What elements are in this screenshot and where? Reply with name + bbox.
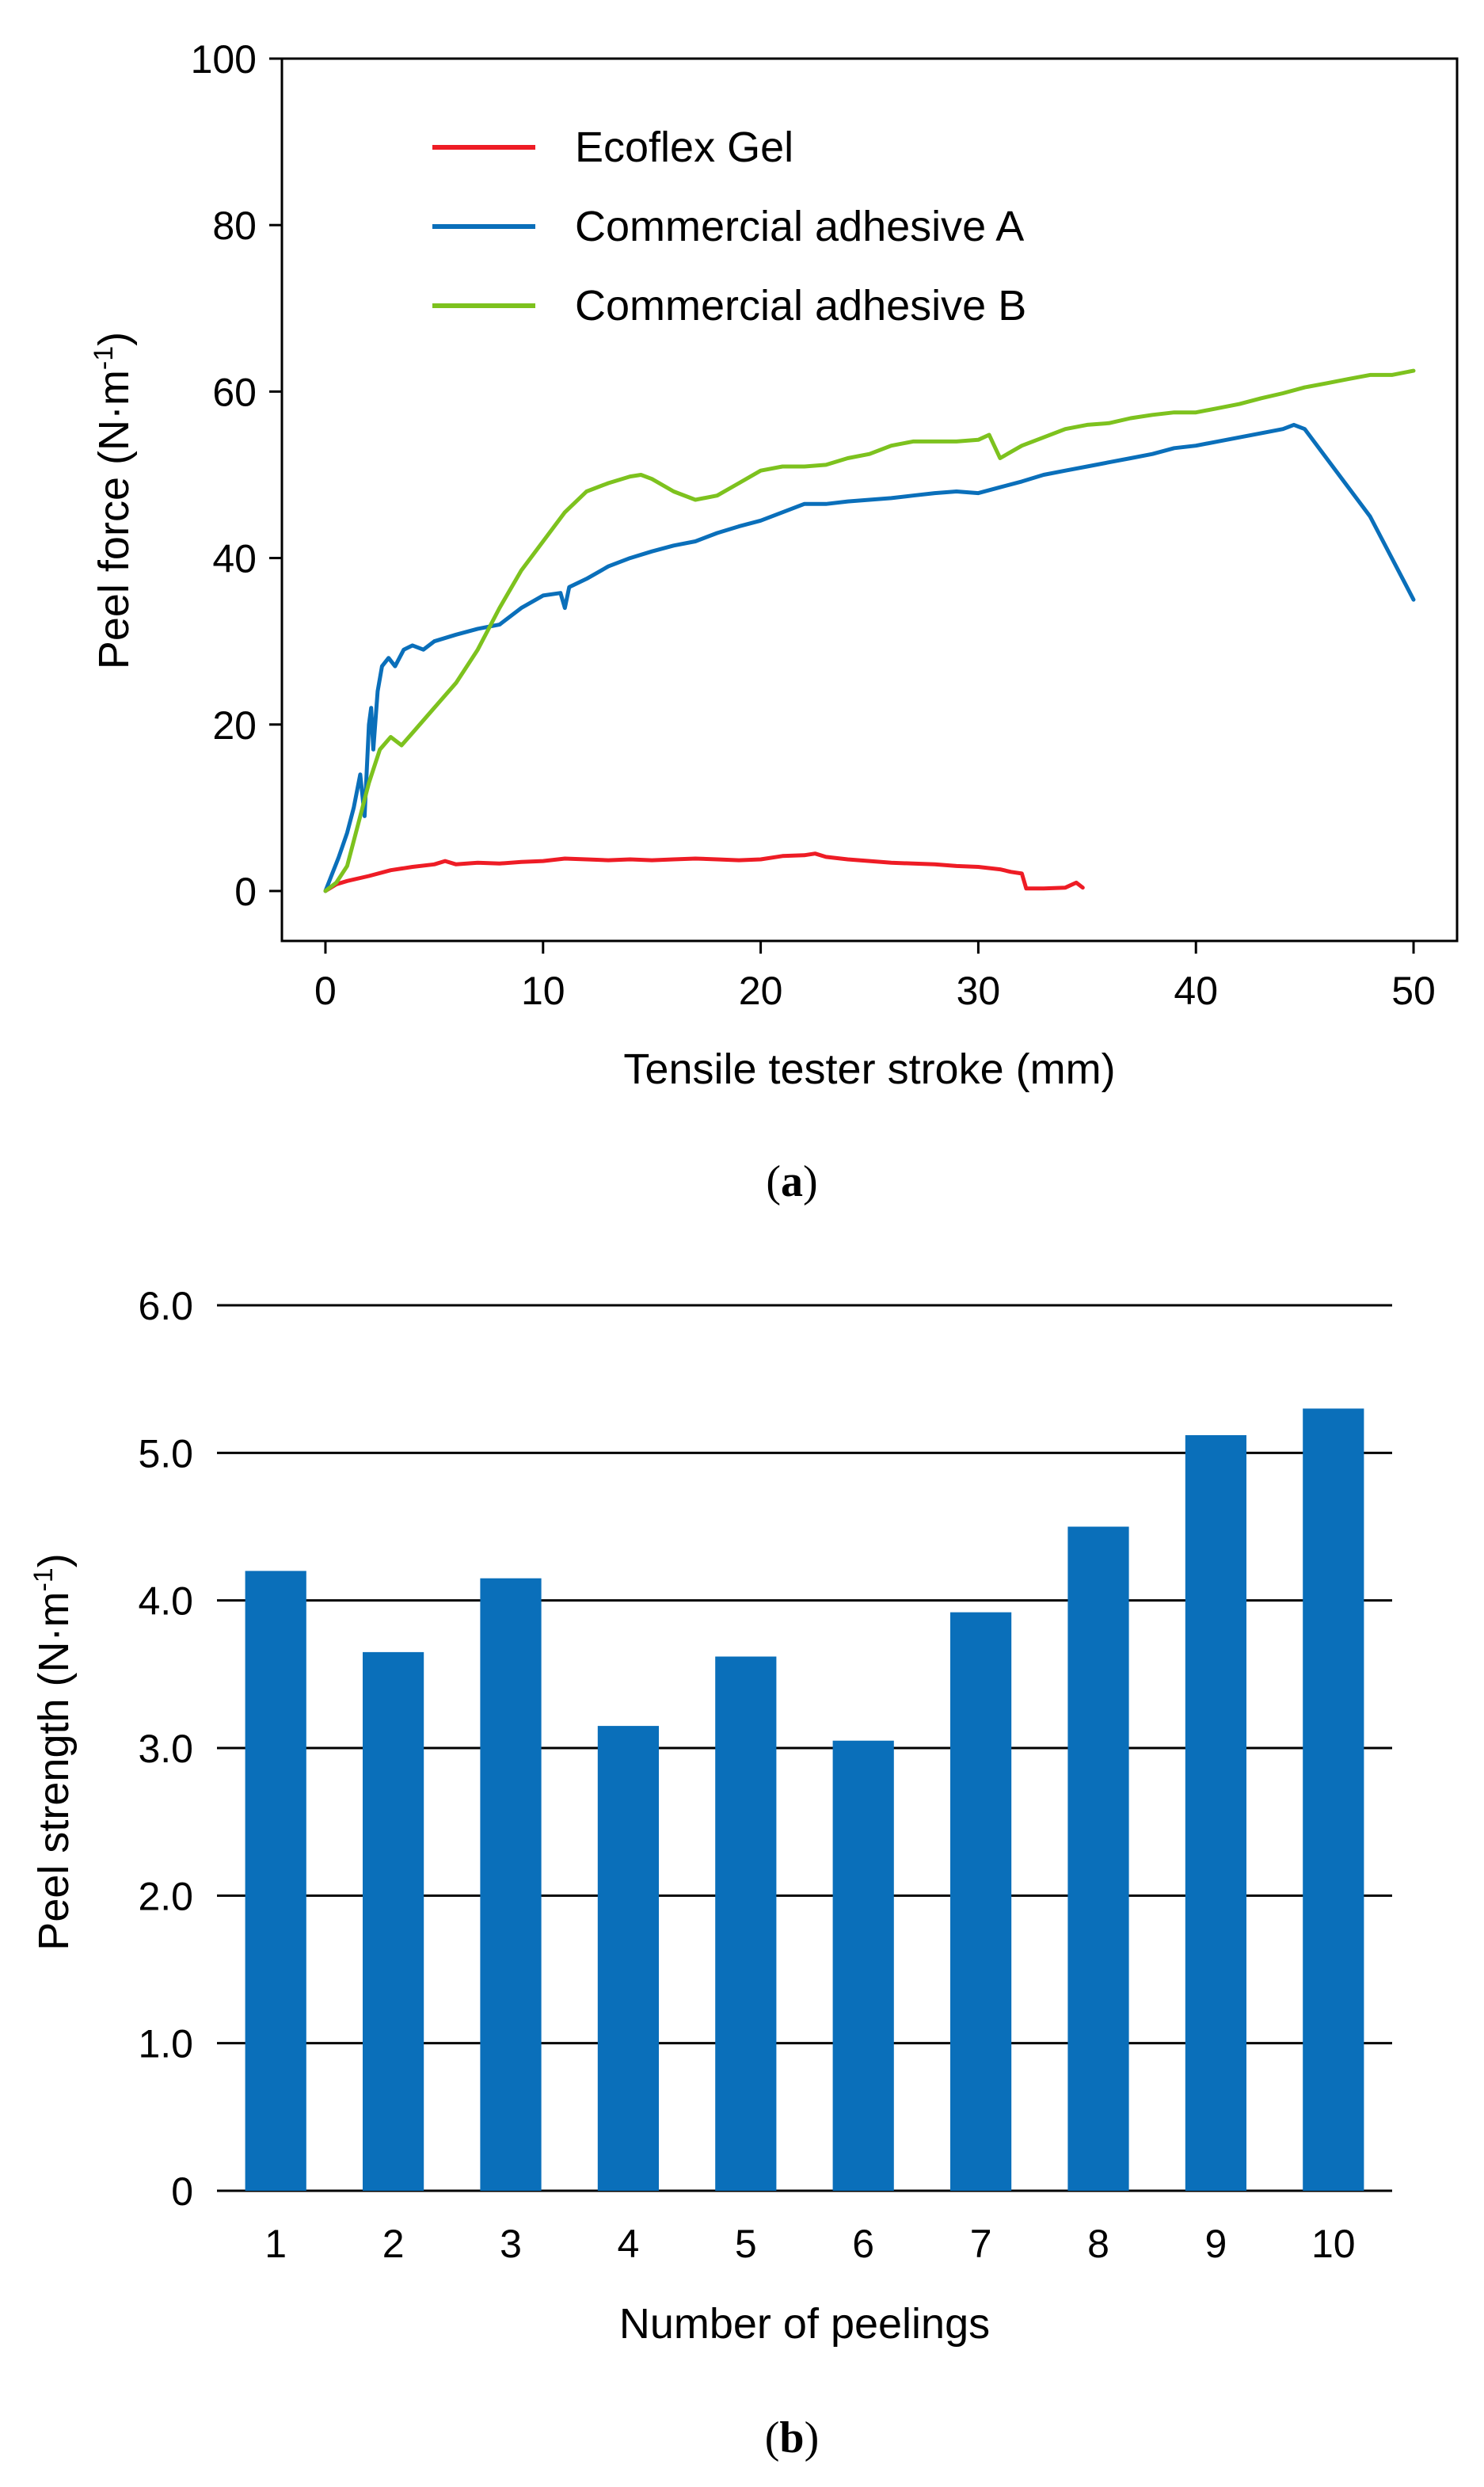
panel-b-x-ticks: 1 2 3 4 5 6 7 8 9 10 xyxy=(264,2222,1355,2266)
panel-b-label: (b) xyxy=(765,2413,819,2462)
panel-a-y-axis-title: Peel force (N·m-1) xyxy=(89,332,138,669)
panel-a-x-ticks: 0 10 20 30 40 50 xyxy=(314,941,1436,1013)
bar-peeling-4 xyxy=(597,1726,659,2191)
panel-b-x-tick-label: 1 xyxy=(264,2222,287,2266)
panel-b-bars xyxy=(245,1408,1364,2191)
panel-b-x-tick-label: 2 xyxy=(382,2222,405,2266)
bar-peeling-6 xyxy=(832,1740,894,2191)
bar-peeling-8 xyxy=(1067,1526,1129,2191)
panel-b-x-tick-label: 5 xyxy=(735,2222,757,2266)
panel-a-series-lines xyxy=(323,368,1416,893)
panel-b-y-tick-label: 3.0 xyxy=(138,1727,193,1771)
panel-a-y-tick-label: 20 xyxy=(212,703,257,748)
bar-peeling-3 xyxy=(480,1578,542,2191)
panel-a-x-tick-label: 20 xyxy=(739,969,783,1013)
panel-b-y-tick-label: 2.0 xyxy=(138,1874,193,1918)
panel-b-x-tick-label: 9 xyxy=(1204,2222,1227,2266)
panel-b-x-tick-label: 10 xyxy=(1311,2222,1356,2266)
panel-b-y-tick-label: 6.0 xyxy=(138,1284,193,1328)
bar-peeling-10 xyxy=(1303,1408,1364,2191)
panel-b-x-tick-label: 8 xyxy=(1087,2222,1109,2266)
panel-b-y-ticks: 0 1.0 2.0 3.0 4.0 5.0 6.0 xyxy=(138,1284,193,2214)
bar-peeling-9 xyxy=(1185,1435,1246,2191)
panel-a-x-axis-title: Tensile tester stroke (mm) xyxy=(623,1045,1115,1093)
panel-b-y-tick-label: 4.0 xyxy=(138,1579,193,1624)
panel-a-label: (a) xyxy=(766,1157,817,1206)
bar-peeling-1 xyxy=(245,1571,306,2191)
panel-a-x-tick-label: 30 xyxy=(957,969,1001,1013)
panel-a-x-tick-label: 40 xyxy=(1174,969,1218,1013)
legend-label-commercial-adhesive-a: Commercial adhesive A xyxy=(575,203,1024,250)
legend-label-commercial-adhesive-b: Commercial adhesive B xyxy=(575,282,1026,329)
panel-b-x-tick-label: 7 xyxy=(970,2222,992,2266)
panel-b-y-tick-label: 1.0 xyxy=(138,2022,193,2066)
panel-b-x-tick-label: 3 xyxy=(500,2222,522,2266)
panel-a-y-tick-label: 0 xyxy=(234,870,257,914)
panel-a-y-ticks: 0 20 40 60 80 100 xyxy=(191,37,282,914)
series-line-ecoflex-gel xyxy=(323,851,1085,893)
panel-a-legend: Ecoflex Gel Commercial adhesive A Commerci… xyxy=(432,124,1026,329)
panel-b-x-tick-label: 4 xyxy=(617,2222,639,2266)
panel-a-y-tick-label: 60 xyxy=(212,370,257,414)
panel-b-y-tick-label: 0 xyxy=(171,2169,193,2214)
panel-a-y-tick-label: 40 xyxy=(212,537,257,581)
legend-label-ecoflex-gel: Ecoflex Gel xyxy=(575,124,793,171)
panel-a-line-chart: 0 20 40 60 80 100 0 10 20 30 40 50 Ecoflex Gel Comm… xyxy=(89,37,1459,1206)
panel-b-bar-chart: 0 1.0 2.0 3.0 4.0 5.0 6.0 1 2 3 4 5 6 7 8 9 10 Number o… xyxy=(29,1284,1392,2462)
panel-a-x-tick-label: 10 xyxy=(521,969,565,1013)
panel-b-y-tick-label: 5.0 xyxy=(138,1431,193,1476)
panel-b-y-axis-title: Peel strength (N·m-1) xyxy=(29,1553,78,1950)
panel-a-x-tick-label: 0 xyxy=(314,969,337,1013)
panel-b-x-tick-label: 6 xyxy=(852,2222,874,2266)
panel-a-y-tick-label: 100 xyxy=(191,37,257,82)
series-line-commercial-adhesive-a xyxy=(323,422,1416,893)
bar-peeling-2 xyxy=(363,1651,424,2191)
panel-a-plot-frame xyxy=(280,57,1459,943)
panel-a-x-tick-label: 50 xyxy=(1391,969,1436,1013)
panel-b-x-axis-title: Number of peelings xyxy=(619,2300,990,2348)
series-line-commercial-adhesive-b xyxy=(323,368,1416,893)
bar-peeling-5 xyxy=(715,1656,777,2191)
panel-a-y-tick-label: 80 xyxy=(212,204,257,248)
bar-peeling-7 xyxy=(950,1612,1012,2191)
